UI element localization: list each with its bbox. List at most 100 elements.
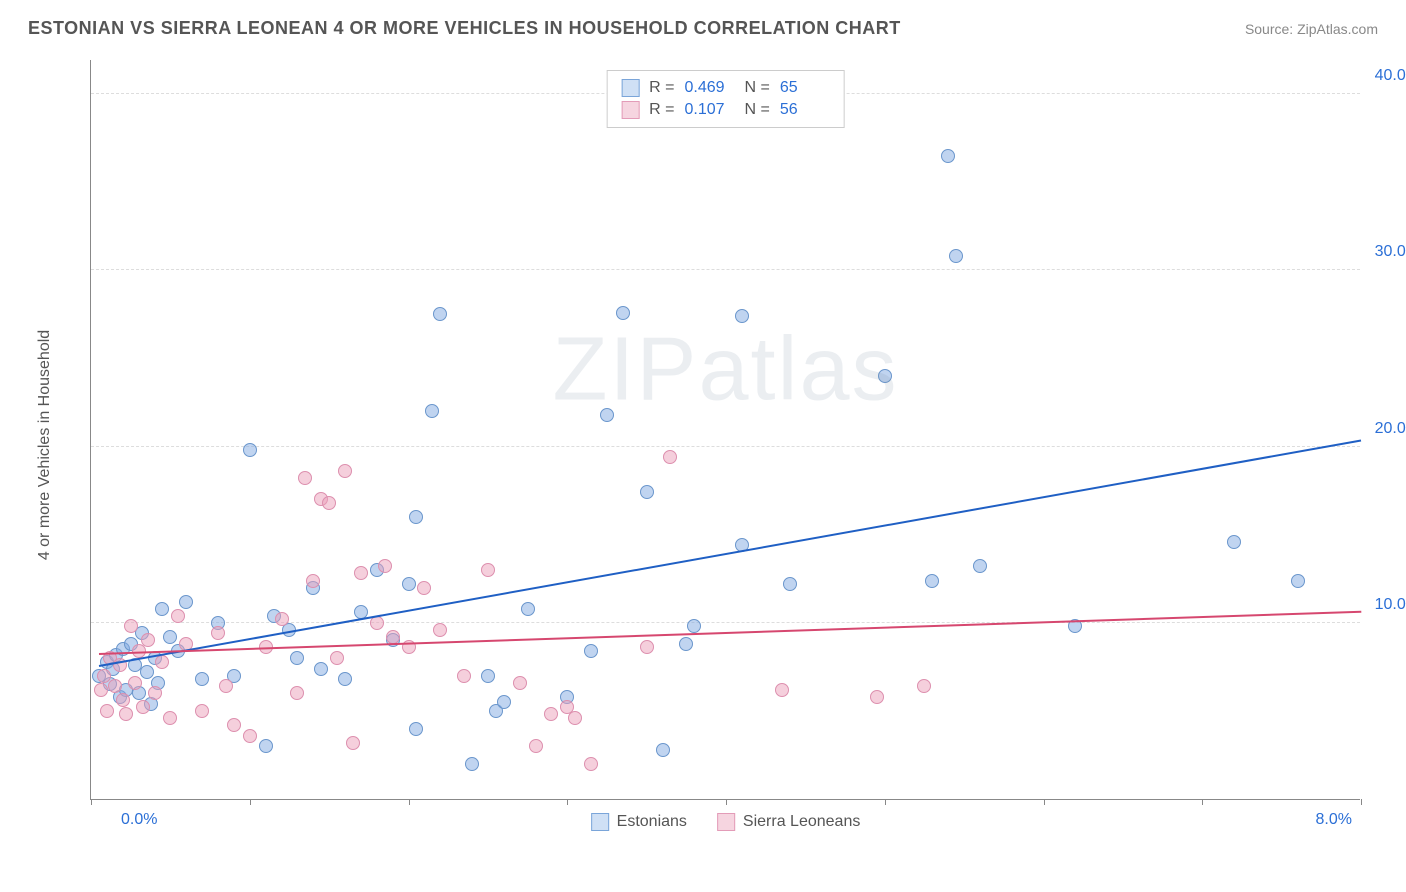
swatch-estonians bbox=[621, 79, 639, 97]
watermark-bold: ZIP bbox=[552, 320, 698, 420]
legend-label-estonians: Estonians bbox=[617, 813, 687, 831]
data-point bbox=[378, 559, 392, 573]
data-point bbox=[656, 743, 670, 757]
data-point bbox=[513, 676, 527, 690]
swatch-sierra bbox=[621, 101, 639, 119]
data-point bbox=[346, 736, 360, 750]
data-point bbox=[1291, 574, 1305, 588]
data-point bbox=[338, 672, 352, 686]
data-point bbox=[409, 510, 423, 524]
data-point bbox=[338, 464, 352, 478]
data-point bbox=[775, 683, 789, 697]
data-point bbox=[917, 679, 931, 693]
x-tick bbox=[250, 799, 251, 805]
data-point bbox=[119, 707, 133, 721]
data-point bbox=[195, 704, 209, 718]
data-point bbox=[687, 619, 701, 633]
data-point bbox=[663, 450, 677, 464]
stats-legend: R = 0.469 N = 65 R = 0.107 N = 56 bbox=[606, 70, 845, 128]
data-point bbox=[640, 640, 654, 654]
stat-r-label: R = bbox=[649, 79, 674, 97]
chart-title: ESTONIAN VS SIERRA LEONEAN 4 OR MORE VEH… bbox=[28, 18, 901, 39]
chart-header: ESTONIAN VS SIERRA LEONEAN 4 OR MORE VEH… bbox=[0, 0, 1406, 47]
data-point bbox=[481, 669, 495, 683]
data-point bbox=[878, 369, 892, 383]
legend-label-sierra: Sierra Leoneans bbox=[743, 813, 860, 831]
data-point bbox=[354, 566, 368, 580]
data-point bbox=[163, 711, 177, 725]
data-point bbox=[155, 655, 169, 669]
x-tick bbox=[726, 799, 727, 805]
data-point bbox=[465, 757, 479, 771]
data-point bbox=[941, 149, 955, 163]
data-point bbox=[227, 718, 241, 732]
data-point bbox=[409, 722, 423, 736]
legend-item-estonians: Estonians bbox=[591, 813, 687, 831]
data-point bbox=[544, 707, 558, 721]
data-point bbox=[141, 633, 155, 647]
x-tick bbox=[1361, 799, 1362, 805]
data-point bbox=[584, 757, 598, 771]
data-point bbox=[616, 306, 630, 320]
data-point bbox=[925, 574, 939, 588]
data-point bbox=[521, 602, 535, 616]
watermark-thin: atlas bbox=[698, 320, 898, 420]
y-tick-label: 40.0% bbox=[1375, 67, 1406, 85]
data-point bbox=[973, 559, 987, 573]
data-point bbox=[243, 729, 257, 743]
gridline bbox=[91, 269, 1360, 270]
data-point bbox=[171, 609, 185, 623]
stat-r-value-sierra: 0.107 bbox=[685, 101, 735, 119]
data-point bbox=[640, 485, 654, 499]
data-point bbox=[275, 612, 289, 626]
data-point bbox=[179, 595, 193, 609]
data-point bbox=[97, 669, 111, 683]
data-point bbox=[100, 704, 114, 718]
stat-n-label: N = bbox=[745, 79, 770, 97]
data-point bbox=[584, 644, 598, 658]
watermark: ZIPatlas bbox=[552, 319, 898, 422]
data-point bbox=[136, 700, 150, 714]
series-legend: Estonians Sierra Leoneans bbox=[591, 813, 861, 831]
data-point bbox=[457, 669, 471, 683]
data-point bbox=[433, 623, 447, 637]
plot-area: ZIPatlas R = 0.469 N = 65 R = 0.107 N = … bbox=[90, 60, 1360, 800]
data-point bbox=[679, 637, 693, 651]
data-point bbox=[870, 690, 884, 704]
data-point bbox=[497, 695, 511, 709]
data-point bbox=[735, 309, 749, 323]
data-point bbox=[417, 581, 431, 595]
data-point bbox=[195, 672, 209, 686]
stat-n-value-estonians: 65 bbox=[780, 79, 830, 97]
x-tick bbox=[91, 799, 92, 805]
data-point bbox=[140, 665, 154, 679]
stat-r-label: R = bbox=[649, 101, 674, 119]
data-point bbox=[949, 249, 963, 263]
data-point bbox=[783, 577, 797, 591]
data-point bbox=[290, 651, 304, 665]
data-point bbox=[402, 577, 416, 591]
data-point bbox=[600, 408, 614, 422]
y-axis-title: 4 or more Vehicles in Household bbox=[36, 330, 54, 560]
data-point bbox=[108, 679, 122, 693]
x-tick bbox=[409, 799, 410, 805]
stat-n-label: N = bbox=[745, 101, 770, 119]
data-point bbox=[425, 404, 439, 418]
x-tick bbox=[1044, 799, 1045, 805]
data-point bbox=[386, 630, 400, 644]
source-attribution: Source: ZipAtlas.com bbox=[1245, 21, 1378, 37]
data-point bbox=[433, 307, 447, 321]
data-point bbox=[529, 739, 543, 753]
data-point bbox=[568, 711, 582, 725]
x-tick bbox=[1202, 799, 1203, 805]
x-axis-min-label: 0.0% bbox=[121, 811, 157, 829]
legend-swatch-sierra bbox=[717, 813, 735, 831]
stat-r-value-estonians: 0.469 bbox=[685, 79, 735, 97]
stat-n-value-sierra: 56 bbox=[780, 101, 830, 119]
data-point bbox=[330, 651, 344, 665]
data-point bbox=[298, 471, 312, 485]
gridline bbox=[91, 446, 1360, 447]
stats-row-estonians: R = 0.469 N = 65 bbox=[621, 77, 830, 99]
data-point bbox=[94, 683, 108, 697]
data-point bbox=[306, 574, 320, 588]
